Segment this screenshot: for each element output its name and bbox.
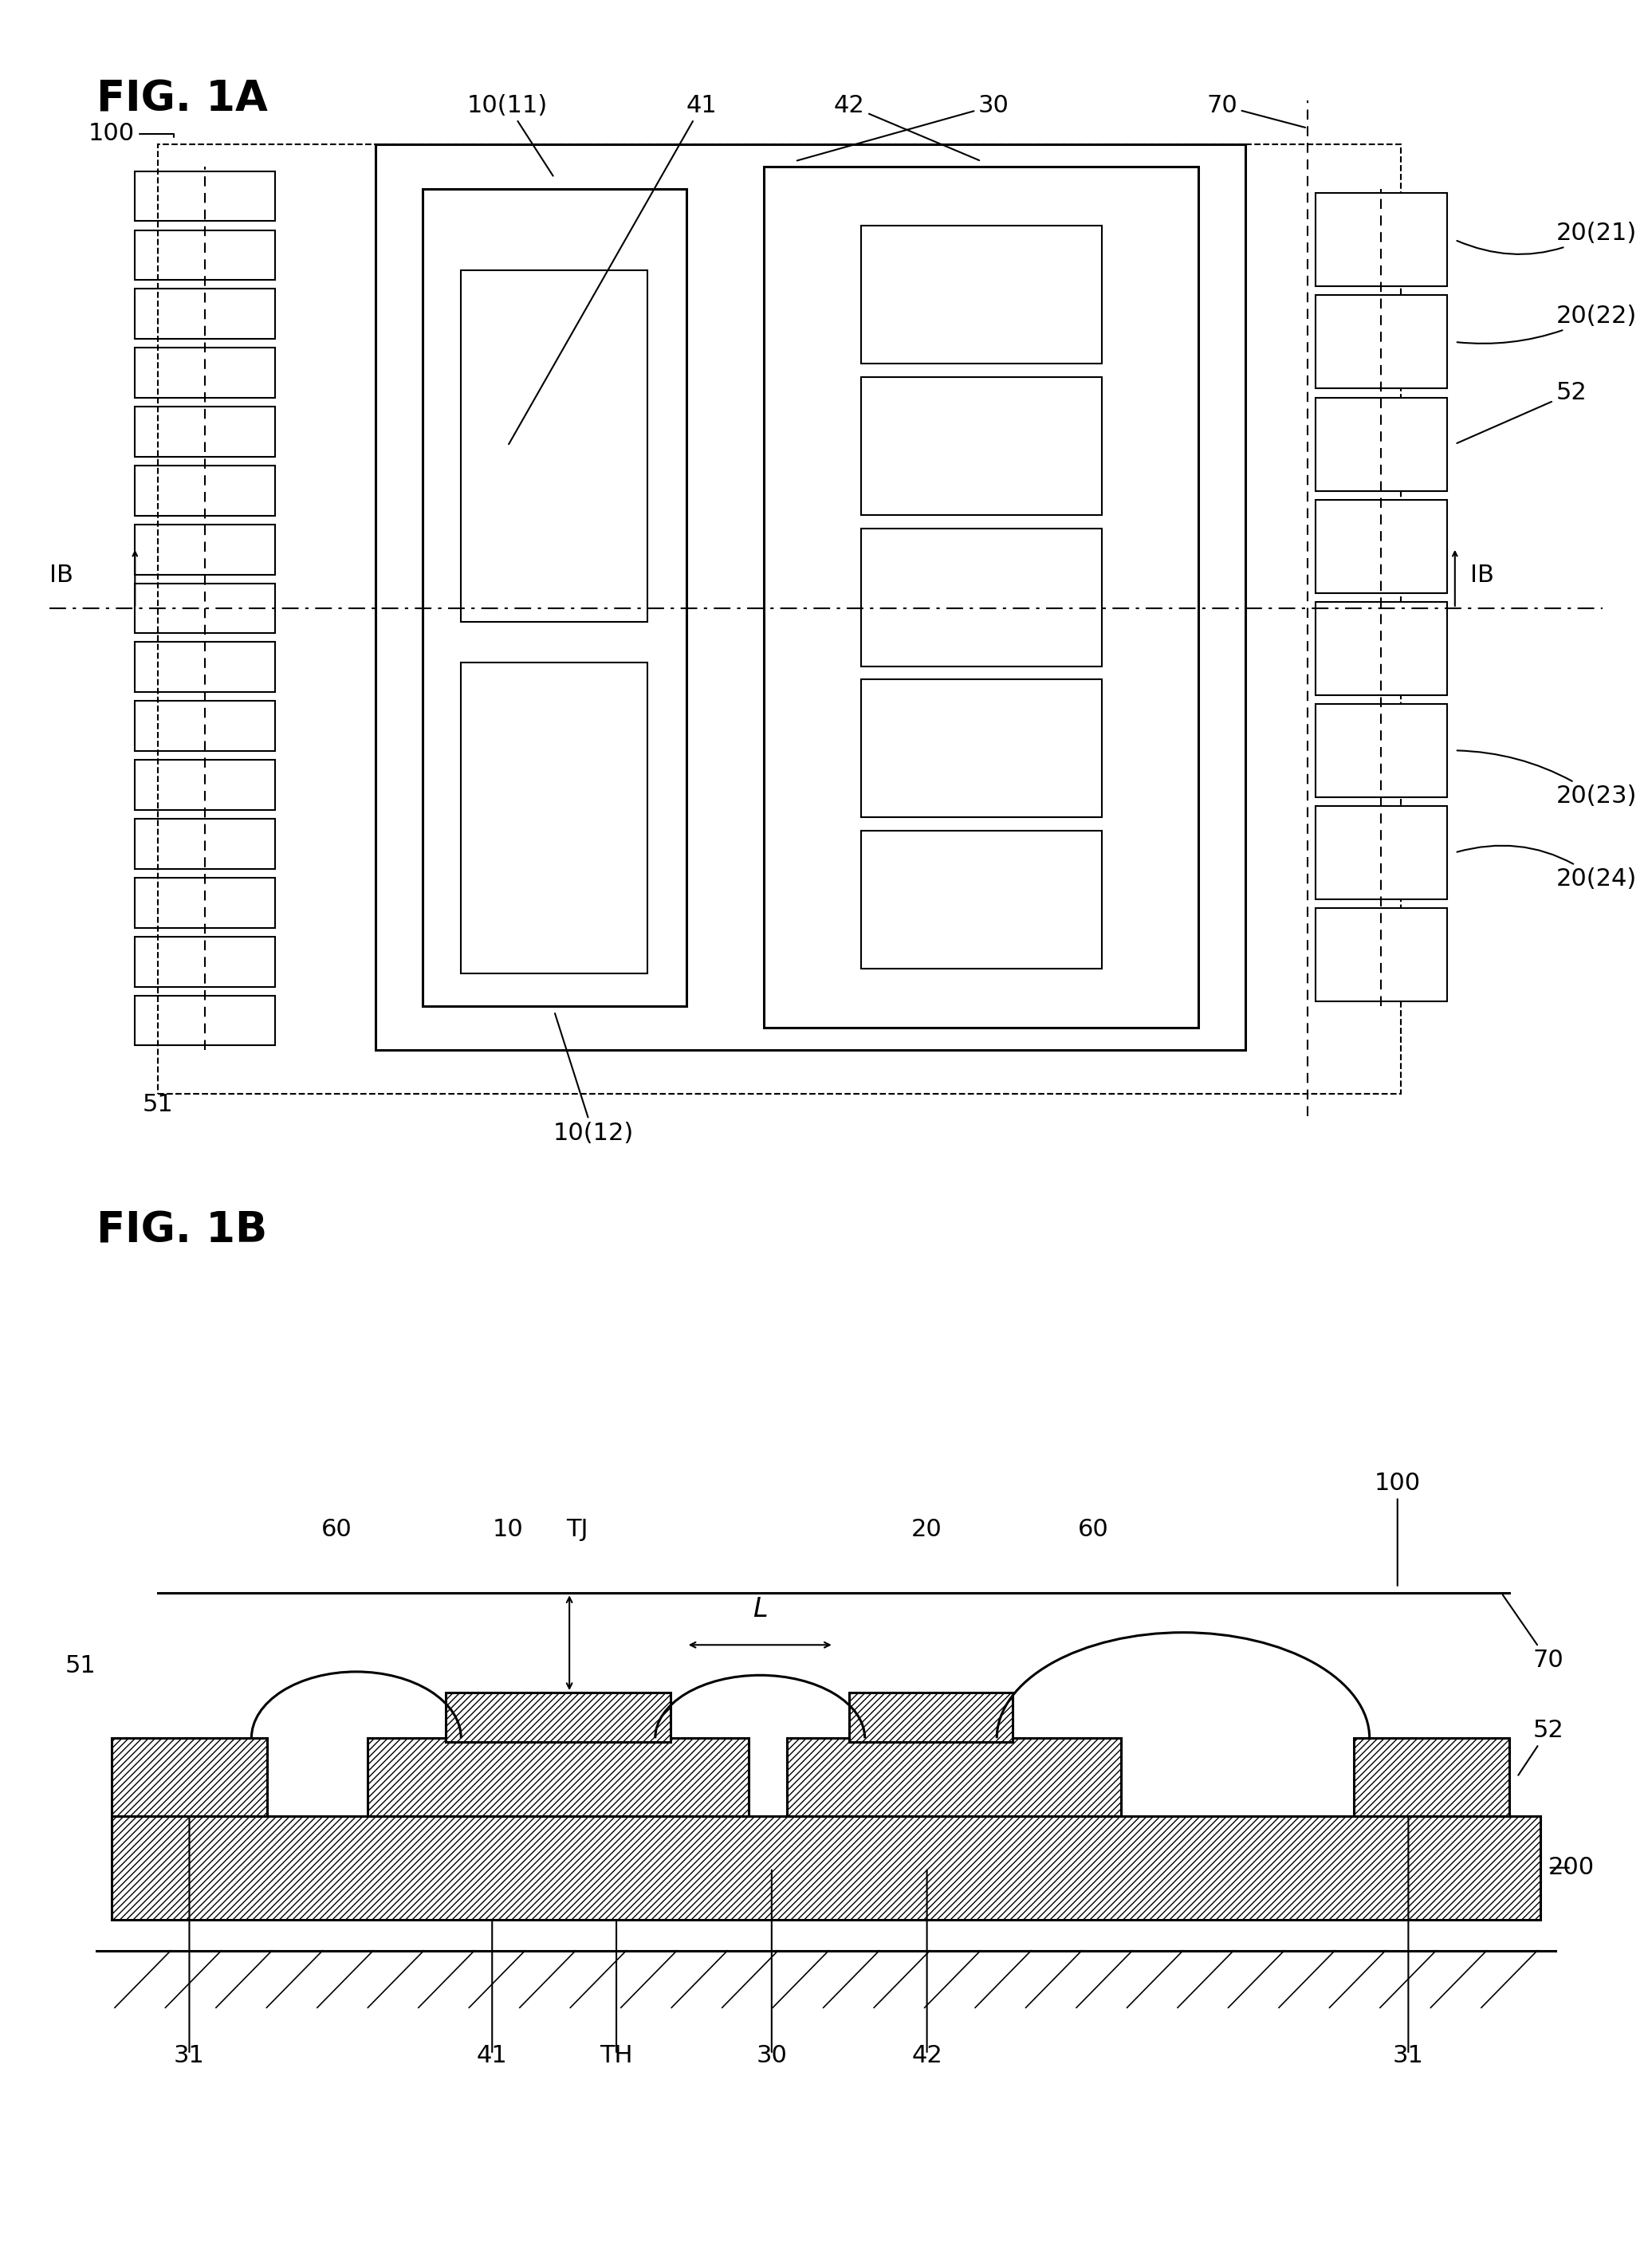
Bar [1315, 908, 1447, 1000]
Text: 100: 100 [1374, 1471, 1421, 1586]
Bar [1315, 194, 1447, 286]
Text: 20(22): 20(22) [1457, 304, 1637, 342]
Bar [1355, 1739, 1510, 1816]
Text: IB: IB [50, 563, 73, 586]
Text: 30: 30 [757, 2043, 786, 2066]
Text: 70: 70 [1206, 95, 1305, 128]
Text: 20: 20 [912, 1519, 942, 1541]
Bar [786, 1739, 1122, 1816]
Text: FIG. 1B: FIG. 1B [96, 1210, 268, 1250]
Bar [135, 642, 274, 692]
Bar [861, 225, 1102, 363]
Bar [112, 1816, 1540, 1920]
Text: 60: 60 [1077, 1519, 1108, 1541]
Text: 42: 42 [912, 2043, 942, 2066]
Text: 42: 42 [834, 95, 980, 160]
Bar [135, 759, 274, 811]
Bar [135, 818, 274, 870]
Text: FIG. 1A: FIG. 1A [96, 79, 268, 119]
Bar [135, 584, 274, 633]
Bar [135, 996, 274, 1045]
Text: 60: 60 [322, 1519, 352, 1541]
Bar [135, 937, 274, 987]
Text: 30: 30 [796, 95, 1009, 160]
Bar [135, 171, 274, 221]
Text: 10(12): 10(12) [553, 1014, 633, 1145]
Bar [861, 527, 1102, 667]
Bar [1315, 295, 1447, 388]
Text: TJ: TJ [567, 1519, 588, 1541]
Text: 41: 41 [477, 2043, 507, 2066]
Bar [135, 466, 274, 516]
Text: 70: 70 [1503, 1595, 1563, 1672]
Bar [423, 189, 686, 1005]
Bar [135, 230, 274, 279]
Bar [763, 167, 1199, 1027]
Text: 100: 100 [89, 122, 173, 144]
Text: 20(24): 20(24) [1457, 845, 1637, 890]
Bar [135, 701, 274, 750]
Bar [135, 347, 274, 399]
Text: 41: 41 [509, 95, 717, 444]
Bar [135, 288, 274, 338]
Bar [135, 406, 274, 457]
Bar [461, 270, 648, 622]
Bar [1315, 703, 1447, 798]
Text: 52: 52 [1518, 1719, 1563, 1775]
Bar [368, 1739, 748, 1816]
Text: TH: TH [600, 2043, 633, 2066]
Text: 51: 51 [64, 1654, 96, 1676]
Text: IB: IB [1470, 563, 1495, 586]
Bar [1315, 602, 1447, 694]
Bar [861, 680, 1102, 818]
Bar [375, 144, 1246, 1050]
Text: 10: 10 [492, 1519, 524, 1541]
Text: 51: 51 [142, 1093, 173, 1115]
Text: L: L [753, 1595, 768, 1622]
Bar [446, 1692, 671, 1742]
Bar [135, 525, 274, 575]
Bar [1315, 807, 1447, 899]
Bar [461, 662, 648, 973]
Text: 20(21): 20(21) [1457, 221, 1637, 255]
Bar [112, 1739, 268, 1816]
Text: 31: 31 [173, 2043, 205, 2066]
Text: 52: 52 [1457, 381, 1588, 444]
Text: 20(23): 20(23) [1457, 750, 1637, 807]
Text: 200: 200 [1548, 1856, 1594, 1879]
Text: 31: 31 [1393, 2043, 1424, 2066]
Bar [135, 879, 274, 928]
Bar [1315, 500, 1447, 593]
Text: 10(11): 10(11) [468, 95, 553, 176]
Bar [849, 1692, 1013, 1742]
Bar [159, 144, 1401, 1095]
Bar [861, 831, 1102, 969]
Bar [1315, 397, 1447, 491]
Bar [861, 376, 1102, 516]
